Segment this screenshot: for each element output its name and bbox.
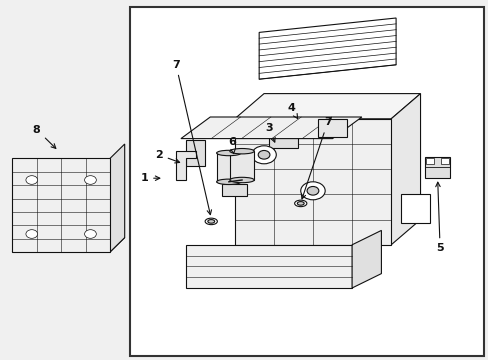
Circle shape — [84, 176, 96, 184]
Bar — [185, 140, 205, 166]
Polygon shape — [259, 18, 395, 79]
Polygon shape — [390, 94, 420, 245]
Text: 7: 7 — [301, 117, 331, 199]
Ellipse shape — [204, 218, 217, 225]
Ellipse shape — [216, 179, 241, 184]
Polygon shape — [12, 238, 124, 252]
Circle shape — [300, 182, 325, 200]
Ellipse shape — [297, 202, 304, 205]
Bar — [440, 158, 448, 164]
Polygon shape — [185, 245, 351, 288]
Circle shape — [84, 230, 96, 238]
Bar — [229, 151, 254, 180]
Bar — [400, 194, 429, 223]
Ellipse shape — [216, 150, 241, 156]
Circle shape — [251, 146, 276, 164]
Text: 7: 7 — [172, 60, 211, 215]
Text: 8: 8 — [33, 125, 56, 148]
Polygon shape — [351, 230, 381, 288]
Bar — [216, 153, 241, 182]
Circle shape — [26, 176, 38, 184]
Text: 5: 5 — [435, 182, 443, 253]
Polygon shape — [110, 144, 124, 252]
Ellipse shape — [229, 177, 254, 183]
Polygon shape — [234, 94, 420, 119]
Bar — [12, 158, 110, 252]
Ellipse shape — [229, 149, 254, 154]
Text: 1: 1 — [140, 173, 160, 183]
Text: 4: 4 — [286, 103, 297, 118]
Bar — [426, 158, 433, 164]
Text: 3: 3 — [264, 123, 275, 142]
Bar — [425, 157, 449, 178]
Text: 6: 6 — [228, 137, 236, 154]
Circle shape — [258, 150, 269, 159]
Ellipse shape — [207, 220, 214, 223]
Circle shape — [26, 230, 38, 238]
Circle shape — [306, 186, 318, 195]
Bar — [268, 126, 298, 148]
Ellipse shape — [294, 200, 306, 207]
Bar — [234, 119, 390, 245]
Bar — [129, 7, 483, 356]
Text: 2: 2 — [155, 150, 179, 163]
Bar — [317, 119, 346, 137]
Polygon shape — [181, 117, 361, 139]
Bar — [222, 184, 246, 196]
Polygon shape — [176, 151, 195, 180]
